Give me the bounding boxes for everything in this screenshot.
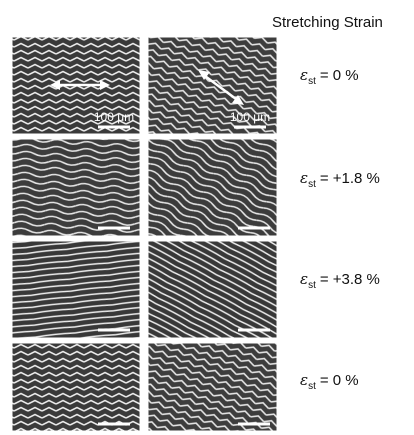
strain-subscript: st: [308, 179, 316, 190]
strain-value: = 0 %: [320, 67, 359, 84]
strain-symbol: ε: [300, 371, 308, 389]
strain-label: εst = 0 %: [300, 371, 359, 392]
strain-symbol: ε: [300, 66, 308, 84]
strain-value: = +3.8 %: [320, 271, 380, 288]
strain-subscript: st: [308, 280, 316, 291]
strain-subscript: st: [308, 76, 316, 87]
strain-labels: εst= 0 %εst= +1.8 %εst= +3.8 %εst= 0 %: [300, 66, 380, 392]
micrograph: [148, 241, 277, 338]
strain-subscript: st: [308, 381, 316, 392]
micrograph: [148, 139, 277, 236]
micrograph: [12, 139, 140, 236]
micrograph: [148, 343, 277, 431]
strain-label: εst = +1.8 %: [300, 169, 380, 190]
strain-label: εst = 0 %: [300, 66, 359, 87]
strain-value: = 0 %: [320, 372, 359, 389]
scale-label: 100 μm: [94, 110, 134, 124]
figure: Stretching Strain 100 μm 100 μm εst= 0 %…: [0, 0, 414, 435]
micrograph: [12, 343, 140, 431]
scale-label: 100 μm: [230, 110, 270, 124]
strain-symbol: ε: [300, 169, 308, 187]
strain-value: = +1.8 %: [320, 170, 380, 187]
micrograph: [12, 241, 140, 338]
strain-label: εst = +3.8 %: [300, 270, 380, 291]
header: Stretching Strain: [272, 14, 383, 31]
strain-symbol: ε: [300, 270, 308, 288]
